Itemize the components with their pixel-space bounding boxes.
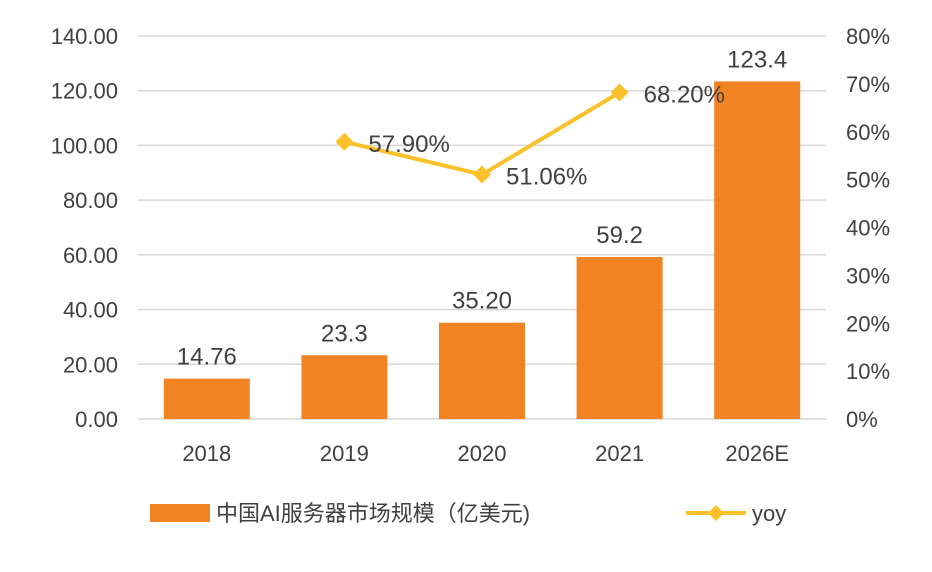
bar-data-label: 59.2: [596, 222, 643, 249]
legend: 中国AI服务器市场规模（亿美元) yoy: [150, 501, 786, 526]
left-tick-label: 140.00: [51, 24, 118, 49]
category-label: 2019: [320, 441, 369, 466]
left-tick-label: 120.00: [51, 79, 118, 104]
left-tick-label: 0.00: [75, 407, 118, 432]
right-axis-ticks: 0% 10% 20% 30% 40% 50% 60% 70% 80%: [846, 24, 890, 432]
legend-line-marker: [708, 505, 724, 521]
bar-data-label: 123.4: [727, 46, 787, 73]
yoy-data-label: 51.06%: [506, 164, 587, 191]
bar-data-label: 14.76: [177, 344, 237, 371]
category-label: 2018: [182, 441, 231, 466]
category-label: 2021: [595, 441, 644, 466]
right-tick-label: 20%: [846, 311, 890, 336]
bar: [576, 257, 663, 419]
right-tick-label: 60%: [846, 120, 890, 145]
right-tick-label: 80%: [846, 24, 890, 49]
left-axis-ticks: 0.00 20.00 40.00 60.00 80.00 100.00 120.00 140.…: [51, 24, 118, 432]
right-tick-label: 0%: [846, 407, 878, 432]
x-axis-labels: 2018 2019 2020 2021 2026E: [182, 441, 789, 466]
bar: [301, 355, 388, 419]
legend-line-label: yoy: [752, 501, 786, 526]
right-tick-label: 40%: [846, 216, 890, 241]
yoy-marker: [610, 83, 629, 102]
bar: [439, 322, 525, 419]
right-tick-label: 10%: [846, 359, 890, 384]
yoy-data-label: 68.20%: [644, 81, 725, 108]
left-tick-label: 40.00: [63, 298, 118, 323]
bar-data-label: 23.3: [321, 320, 368, 347]
bar: [163, 378, 250, 419]
yoy-data-label: 57.90%: [368, 131, 449, 158]
right-tick-label: 30%: [846, 263, 890, 288]
bar: [714, 81, 801, 420]
bar-data-label: 35.20: [452, 288, 512, 315]
left-tick-label: 20.00: [63, 352, 118, 377]
legend-bar-swatch: [150, 504, 210, 522]
right-tick-label: 70%: [846, 72, 890, 97]
yoy-marker: [335, 132, 354, 151]
yoy-marker: [473, 165, 491, 184]
left-tick-label: 80.00: [63, 188, 118, 213]
line-series: 57.90% 51.06% 68.20%: [335, 81, 725, 191]
right-tick-label: 50%: [846, 168, 890, 193]
legend-bar-label: 中国AI服务器市场规模（亿美元): [216, 501, 530, 526]
gridlines: [138, 35, 826, 420]
category-label: 2026E: [725, 441, 789, 466]
bar-series: 14.76 23.3 35.20 59.2 123.4: [163, 46, 801, 420]
left-tick-label: 100.00: [51, 133, 118, 158]
left-tick-label: 60.00: [63, 243, 118, 268]
category-label: 2020: [458, 441, 507, 466]
